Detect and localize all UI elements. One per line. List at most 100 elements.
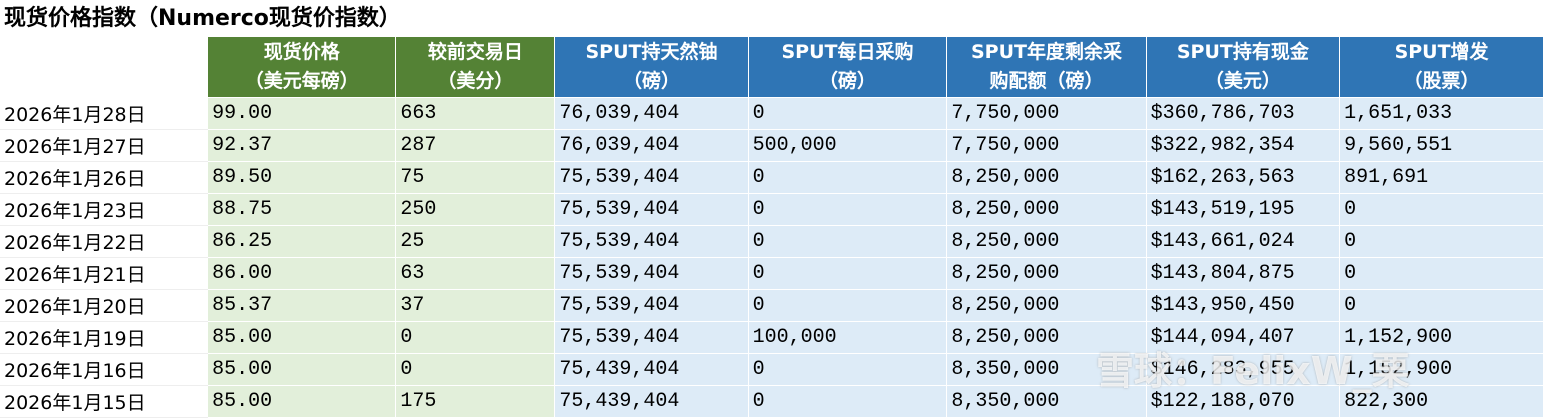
date-cell: 2026年1月22日 bbox=[0, 225, 209, 258]
value-cell: 100,000 bbox=[748, 321, 948, 354]
value-cell: 25 bbox=[395, 225, 556, 258]
value-cell: 8,250,000 bbox=[946, 257, 1147, 290]
value-cell: 8,250,000 bbox=[946, 161, 1147, 194]
value-cell: 37 bbox=[395, 289, 556, 322]
value-cell: 500,000 bbox=[748, 129, 948, 162]
value-cell: 86.25 bbox=[207, 225, 397, 258]
header-cell bbox=[0, 37, 208, 98]
data-row: 2026年1月16日 85.00 0 75,439,404 0 8,350,000 $146… bbox=[0, 353, 1544, 386]
header-line: SPUT持天然铀 bbox=[585, 41, 718, 63]
value-cell: 8,350,000 bbox=[946, 385, 1147, 418]
data-row: 2026年1月22日 86.25 25 75,539,404 0 8,250,000 $14… bbox=[0, 225, 1544, 258]
value-cell: 1,651,033 bbox=[1339, 97, 1544, 130]
value-cell: 0 bbox=[395, 321, 556, 354]
date-cell: 2026年1月20日 bbox=[0, 289, 209, 322]
header-cell: SPUT增发 （股票） bbox=[1339, 36, 1544, 98]
value-cell: 175 bbox=[395, 385, 556, 418]
header-line: SPUT每日采购 bbox=[781, 41, 914, 63]
value-cell: 1,152,900 bbox=[1339, 353, 1544, 386]
value-cell: $146,283,955 bbox=[1146, 353, 1341, 386]
header-line: 购配额（磅） bbox=[989, 70, 1104, 92]
value-cell: $322,982,354 bbox=[1146, 129, 1341, 162]
header-cell: 较前交易日 （美分） bbox=[395, 36, 556, 98]
value-cell: 75,539,404 bbox=[554, 225, 749, 258]
value-cell: 75,539,404 bbox=[554, 161, 749, 194]
value-cell: 75,439,404 bbox=[554, 353, 749, 386]
header-cell: SPUT每日采购 （磅） bbox=[747, 36, 948, 98]
value-cell: $143,950,450 bbox=[1146, 289, 1341, 322]
date-cell: 2026年1月27日 bbox=[0, 129, 209, 162]
value-cell: $144,094,407 bbox=[1146, 321, 1341, 354]
value-cell: 0 bbox=[748, 161, 948, 194]
date-cell: 2026年1月23日 bbox=[0, 193, 209, 226]
header-line: （美分） bbox=[437, 70, 514, 92]
date-cell: 2026年1月26日 bbox=[0, 161, 209, 194]
data-row: 2026年1月21日 86.00 63 75,539,404 0 8,250,000 $14… bbox=[0, 257, 1544, 290]
value-cell: 7,750,000 bbox=[946, 97, 1147, 130]
value-cell: 86.00 bbox=[207, 257, 397, 290]
value-cell: 75,539,404 bbox=[554, 289, 749, 322]
value-cell: 85.00 bbox=[207, 353, 397, 386]
data-row: 2026年1月19日 85.00 0 75,539,404 100,000 8,250,0… bbox=[0, 321, 1544, 354]
value-cell: 287 bbox=[395, 129, 556, 162]
value-cell: 0 bbox=[748, 385, 948, 418]
value-cell: 88.75 bbox=[207, 193, 397, 226]
data-row: 2026年1月23日 88.75 250 75,539,404 0 8,250,000 $1… bbox=[0, 193, 1544, 226]
value-cell: 75,539,404 bbox=[554, 193, 749, 226]
value-cell: 85.37 bbox=[207, 289, 397, 322]
value-cell: 75,439,404 bbox=[554, 385, 749, 418]
value-cell: 92.37 bbox=[207, 129, 397, 162]
value-cell: 8,250,000 bbox=[946, 321, 1147, 354]
value-cell: 250 bbox=[395, 193, 556, 226]
data-row: 2026年1月15日 85.00 175 75,439,404 0 8,350,000 $1… bbox=[0, 385, 1544, 418]
header-cell: SPUT持天然铀 （磅） bbox=[554, 36, 749, 98]
header-cell: 现货价格 （美元每磅） bbox=[207, 36, 397, 98]
value-cell: $143,519,195 bbox=[1146, 193, 1341, 226]
value-cell: 0 bbox=[748, 225, 948, 258]
header-row: 现货价格 （美元每磅） 较前交易日 （美分） SPUT持天然铀 （磅） SPUT每日采购 （磅… bbox=[0, 36, 1544, 98]
value-cell: $122,188,070 bbox=[1146, 385, 1341, 418]
date-cell: 2026年1月28日 bbox=[0, 97, 209, 130]
value-cell: 0 bbox=[748, 289, 948, 322]
value-cell: 7,750,000 bbox=[946, 129, 1147, 162]
header-line: （股票） bbox=[1403, 70, 1480, 92]
header-cell: SPUT年度剩余采 购配额（磅） bbox=[946, 36, 1147, 98]
header-line: SPUT增发 bbox=[1394, 41, 1489, 63]
value-cell: 0 bbox=[748, 353, 948, 386]
value-cell: 8,250,000 bbox=[946, 289, 1147, 322]
value-cell: 76,039,404 bbox=[554, 129, 749, 162]
data-row: 2026年1月27日 92.37 287 76,039,404 500,000 7,750… bbox=[0, 129, 1544, 162]
value-cell: $360,786,703 bbox=[1146, 97, 1341, 130]
header-line: （磅） bbox=[622, 70, 680, 92]
value-cell: 0 bbox=[1339, 225, 1544, 258]
date-cell: 2026年1月19日 bbox=[0, 321, 209, 354]
date-cell: 2026年1月16日 bbox=[0, 353, 209, 386]
value-cell: 891,691 bbox=[1339, 161, 1544, 194]
value-cell: 75,539,404 bbox=[554, 321, 749, 354]
value-cell: 8,350,000 bbox=[946, 353, 1147, 386]
header-line: （美元） bbox=[1204, 70, 1281, 92]
data-row: 2026年1月20日 85.37 37 75,539,404 0 8,250,000 $14… bbox=[0, 289, 1544, 322]
value-cell: 8,250,000 bbox=[946, 193, 1147, 226]
value-cell: $143,804,875 bbox=[1146, 257, 1341, 290]
header-cell: SPUT持有现金 （美元） bbox=[1145, 36, 1341, 98]
date-cell: 2026年1月21日 bbox=[0, 257, 209, 290]
value-cell: 0 bbox=[748, 257, 948, 290]
value-cell: $162,263,563 bbox=[1146, 161, 1341, 194]
header-line: 现货价格 bbox=[263, 41, 340, 63]
value-cell: 0 bbox=[1339, 289, 1544, 322]
data-table: 现货价格 （美元每磅） 较前交易日 （美分） SPUT持天然铀 （磅） SPUT每日采购 （磅… bbox=[0, 36, 1544, 418]
value-cell: 89.50 bbox=[207, 161, 397, 194]
title: 现货价格指数（Numerco现货价指数） bbox=[4, 6, 401, 31]
data-row: 2026年1月28日 99.00 663 76,039,404 0 7,750,000 $3… bbox=[0, 97, 1544, 130]
header-line: （美元每磅） bbox=[244, 70, 359, 92]
value-cell: 85.00 bbox=[207, 385, 397, 418]
value-cell: 9,560,551 bbox=[1339, 129, 1544, 162]
value-cell: 0 bbox=[748, 193, 948, 226]
value-cell: 663 bbox=[395, 97, 556, 130]
watermark: 雪球：FelixW_栗 bbox=[1096, 349, 1410, 393]
value-cell: 0 bbox=[395, 353, 556, 386]
data-row: 2026年1月26日 89.50 75 75,539,404 0 8,250,000 $16… bbox=[0, 161, 1544, 194]
value-cell: 85.00 bbox=[207, 321, 397, 354]
